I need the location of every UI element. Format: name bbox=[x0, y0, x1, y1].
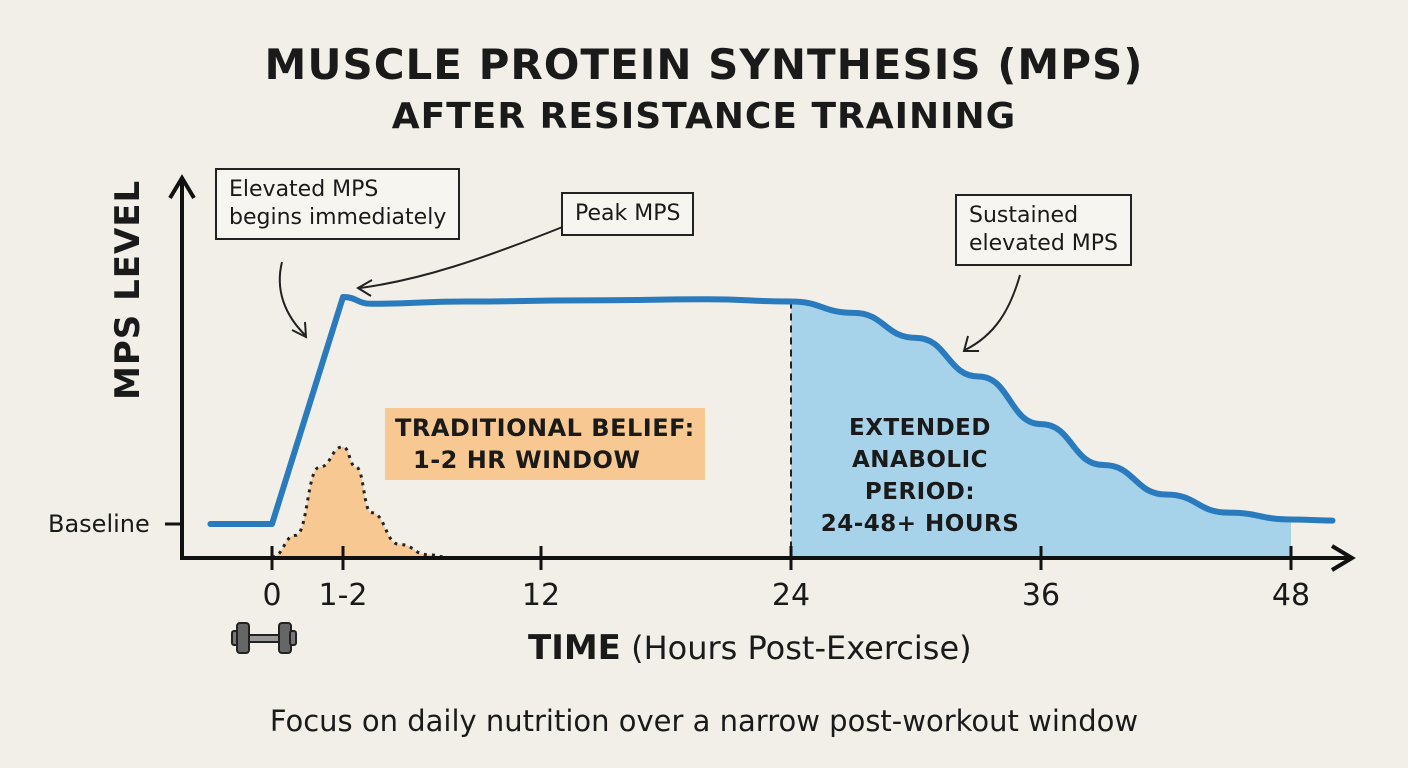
peak-mps-callout: Peak MPS bbox=[561, 192, 695, 236]
baseline-label: Baseline bbox=[48, 510, 150, 538]
sustained-mps-callout: Sustained elevated MPS bbox=[955, 194, 1133, 266]
traditional-line-1: TRADITIONAL BELIEF: bbox=[395, 414, 695, 442]
extended-period-area bbox=[791, 301, 1291, 556]
x-tick-label: 24 bbox=[771, 578, 811, 613]
y-axis-label: MPS LEVEL bbox=[108, 179, 148, 400]
elevated-arrowhead bbox=[291, 321, 308, 339]
peak-arrowhead bbox=[356, 279, 373, 297]
traditional-window-area bbox=[271, 445, 447, 559]
sustained-arrowhead bbox=[962, 335, 979, 352]
mps-series-line bbox=[207, 294, 1336, 527]
x-tick-label: 0 bbox=[262, 578, 282, 613]
sustained-arrow bbox=[964, 274, 1021, 351]
chart-title: MUSCLE PROTEIN SYNTHESIS (MPS) bbox=[264, 40, 1144, 89]
dumbbell-icon bbox=[231, 622, 297, 654]
chart-subtitle: AFTER RESISTANCE TRAINING bbox=[391, 96, 1017, 137]
x-tick-label: 48 bbox=[1271, 578, 1311, 613]
x-tick-label: 12 bbox=[521, 578, 561, 613]
extended-line-1: EXTENDED bbox=[849, 415, 991, 441]
x-tick-label: 1-2 bbox=[318, 578, 368, 613]
x-axis-label-sub: (Hours Post-Exercise) bbox=[631, 629, 972, 667]
elevated-mps-callout: Elevated MPS begins immediately bbox=[215, 168, 461, 240]
x-axis-label-main: TIME bbox=[528, 628, 621, 668]
extended-line-3: 24-48+ HOURS bbox=[820, 511, 1020, 537]
peak-arrow bbox=[359, 225, 566, 289]
x-tick-label: 36 bbox=[1021, 578, 1061, 613]
footer-caption: Focus on daily nutrition over a narrow p… bbox=[269, 704, 1139, 738]
y-axis-arrow bbox=[168, 174, 196, 200]
traditional-line-2: 1-2 HR WINDOW bbox=[413, 446, 641, 474]
extended-period-label: EXTENDED ANABOLIC PERIOD: 24-48+ HOURS bbox=[800, 412, 1040, 540]
traditional-belief-label: TRADITIONAL BELIEF: 1-2 HR WINDOW bbox=[385, 408, 705, 480]
elevated-arrow bbox=[278, 261, 306, 336]
extended-line-2: ANABOLIC PERIOD: bbox=[851, 447, 989, 505]
x-axis-label: TIME (Hours Post-Exercise) bbox=[528, 628, 972, 668]
x-axis-arrow bbox=[1330, 544, 1356, 572]
